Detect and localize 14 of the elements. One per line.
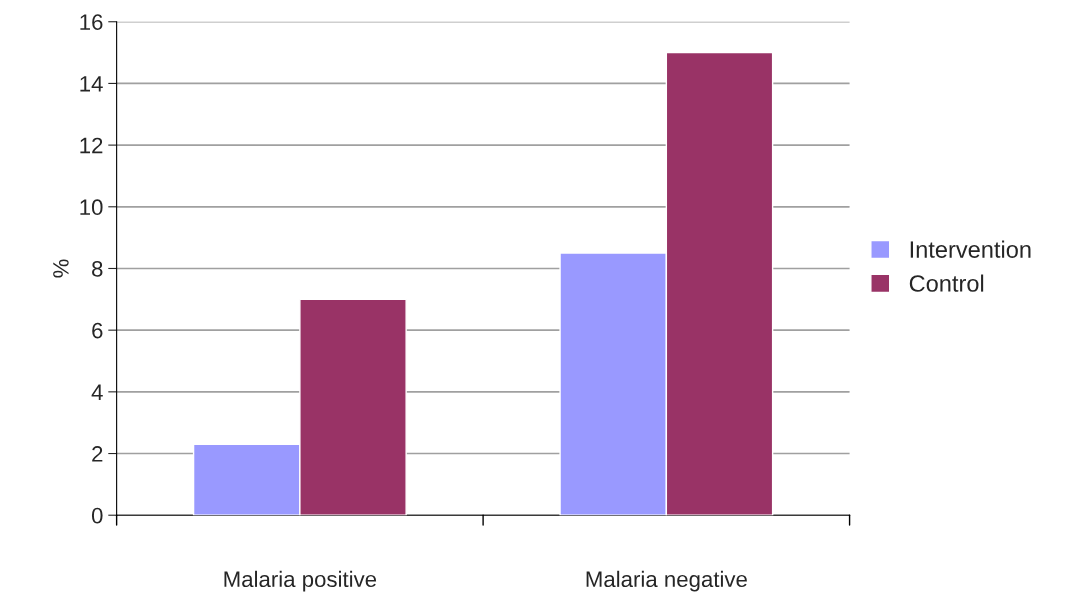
y-tick-label: 2 <box>92 446 103 462</box>
y-tick-label: 16 <box>80 14 103 31</box>
y-tick-label: 10 <box>80 199 103 216</box>
x-tick-label: Malaria negative <box>586 570 747 592</box>
legend-label: Control <box>909 274 984 292</box>
y-tick-label: 8 <box>92 261 103 277</box>
legend-label: Intervention <box>910 240 1031 258</box>
y-tick-label: 12 <box>80 137 103 154</box>
y-tick-label: 0 <box>91 507 103 524</box>
y-tick-label: 6 <box>92 322 103 339</box>
x-tick-label: Malaria positive <box>224 570 377 592</box>
y-tick-label: 4 <box>91 384 103 400</box>
y-tick-label: 14 <box>80 76 103 92</box>
y-axis-title: % <box>53 259 69 278</box>
